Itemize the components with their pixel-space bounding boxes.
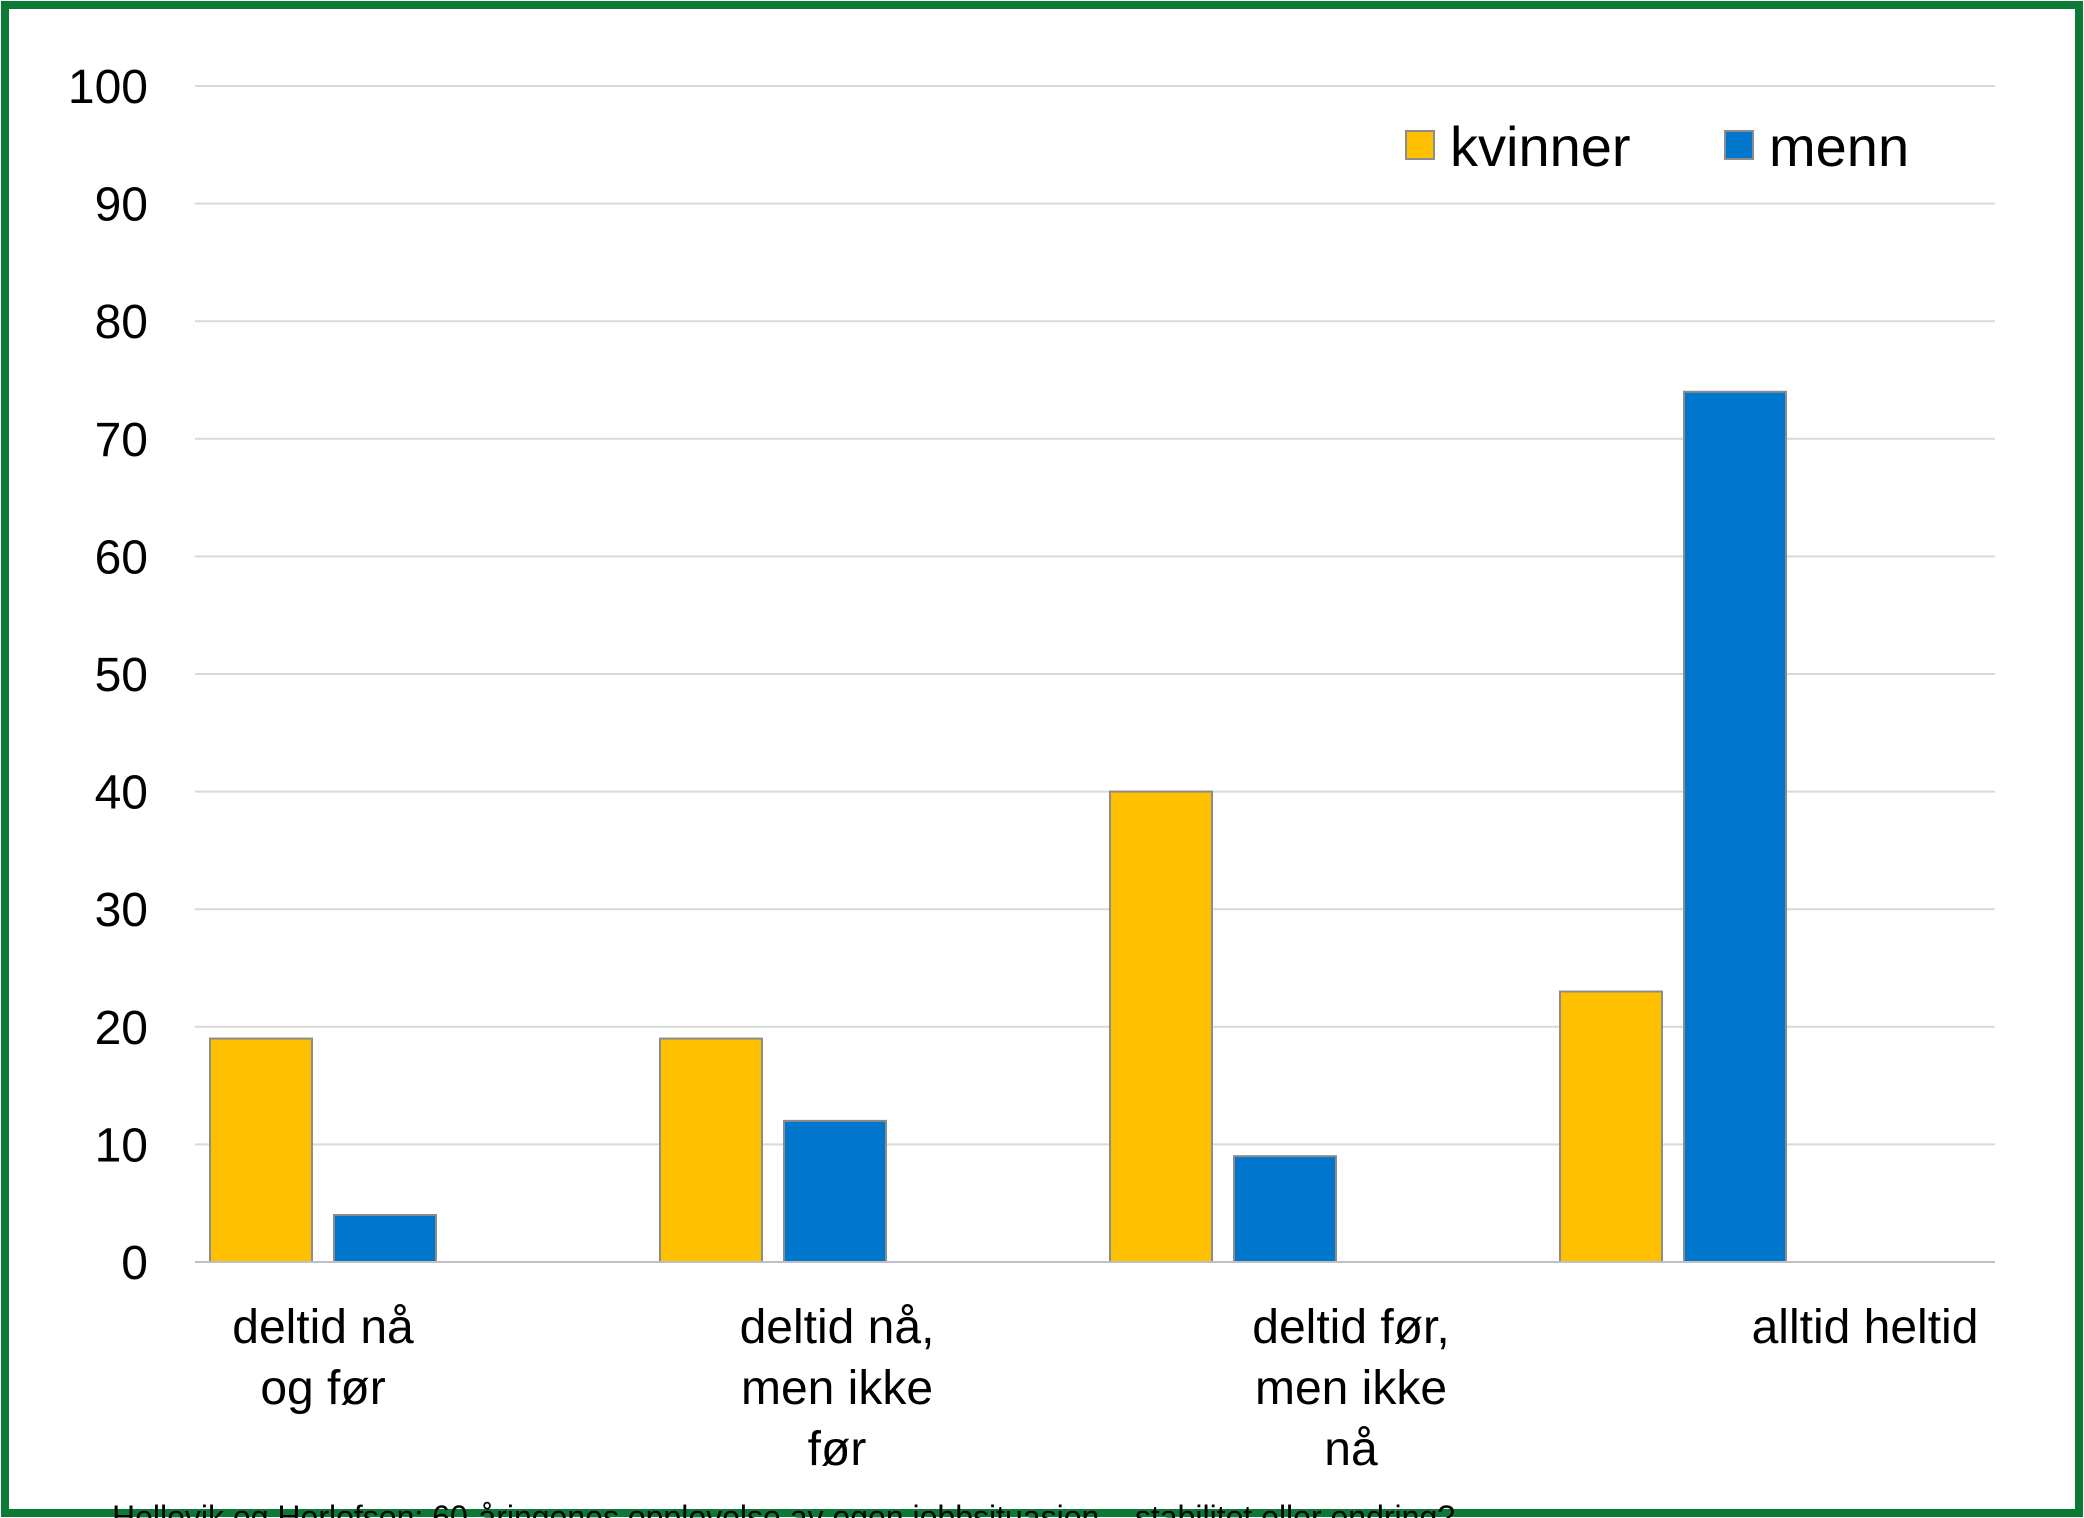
category-label: deltid nå og før bbox=[232, 1301, 414, 1415]
category-label-line: før bbox=[808, 1423, 867, 1476]
y-tick-label: 30 bbox=[95, 884, 148, 937]
bar-menn-3 bbox=[1683, 390, 1787, 1263]
bar-menn-2 bbox=[1233, 1155, 1337, 1264]
y-tick-label: 90 bbox=[95, 179, 148, 232]
bars bbox=[209, 390, 1787, 1264]
category-label-line: deltid nå, bbox=[740, 1301, 935, 1354]
category-label-line: men ikke bbox=[1255, 1362, 1447, 1415]
bar-menn-0 bbox=[333, 1213, 437, 1263]
category-label: deltid nå, men ikke før bbox=[740, 1301, 935, 1476]
category-label-line: deltid før, bbox=[1252, 1301, 1449, 1354]
y-tick-label: 50 bbox=[95, 649, 148, 702]
bar-kvinner-3 bbox=[1559, 990, 1663, 1264]
bar-kvinner-0 bbox=[209, 1037, 313, 1264]
category-label-line: men ikke bbox=[741, 1362, 933, 1415]
y-tick-label: 100 bbox=[68, 61, 148, 114]
category-label: alltid heltid bbox=[1752, 1301, 1979, 1354]
y-tick-label: 70 bbox=[95, 414, 148, 467]
y-tick-label: 20 bbox=[95, 1002, 148, 1055]
y-tick-label: 80 bbox=[95, 296, 148, 349]
y-tick-label: 40 bbox=[95, 767, 148, 820]
legend-label-menn: menn bbox=[1769, 115, 1909, 178]
category-label: deltid før, men ikke nå bbox=[1252, 1301, 1449, 1476]
legend-label-kvinner: kvinner bbox=[1450, 115, 1631, 178]
bar-menn-1 bbox=[783, 1119, 887, 1263]
category-label-line: alltid heltid bbox=[1752, 1301, 1979, 1354]
y-tick-label: 60 bbox=[95, 531, 148, 584]
y-axis-ticks: 0 10 20 30 40 50 60 70 80 90 100 bbox=[68, 61, 148, 1290]
bar-kvinner-1 bbox=[659, 1037, 763, 1264]
legend: kvinner menn bbox=[1405, 115, 1909, 178]
y-tick-label: 0 bbox=[121, 1237, 148, 1290]
legend-swatch-kvinner bbox=[1405, 130, 1435, 160]
y-tick-label: 10 bbox=[95, 1119, 148, 1172]
legend-swatch-menn bbox=[1724, 130, 1754, 160]
category-label-line: deltid nå bbox=[232, 1301, 414, 1354]
source-note: Hellevik og Herlofson: 60-åringenes oppl… bbox=[112, 1499, 1455, 1518]
bar-kvinner-2 bbox=[1109, 790, 1213, 1263]
category-label-line: nå bbox=[1324, 1423, 1378, 1476]
category-label-line: og før bbox=[260, 1362, 385, 1415]
